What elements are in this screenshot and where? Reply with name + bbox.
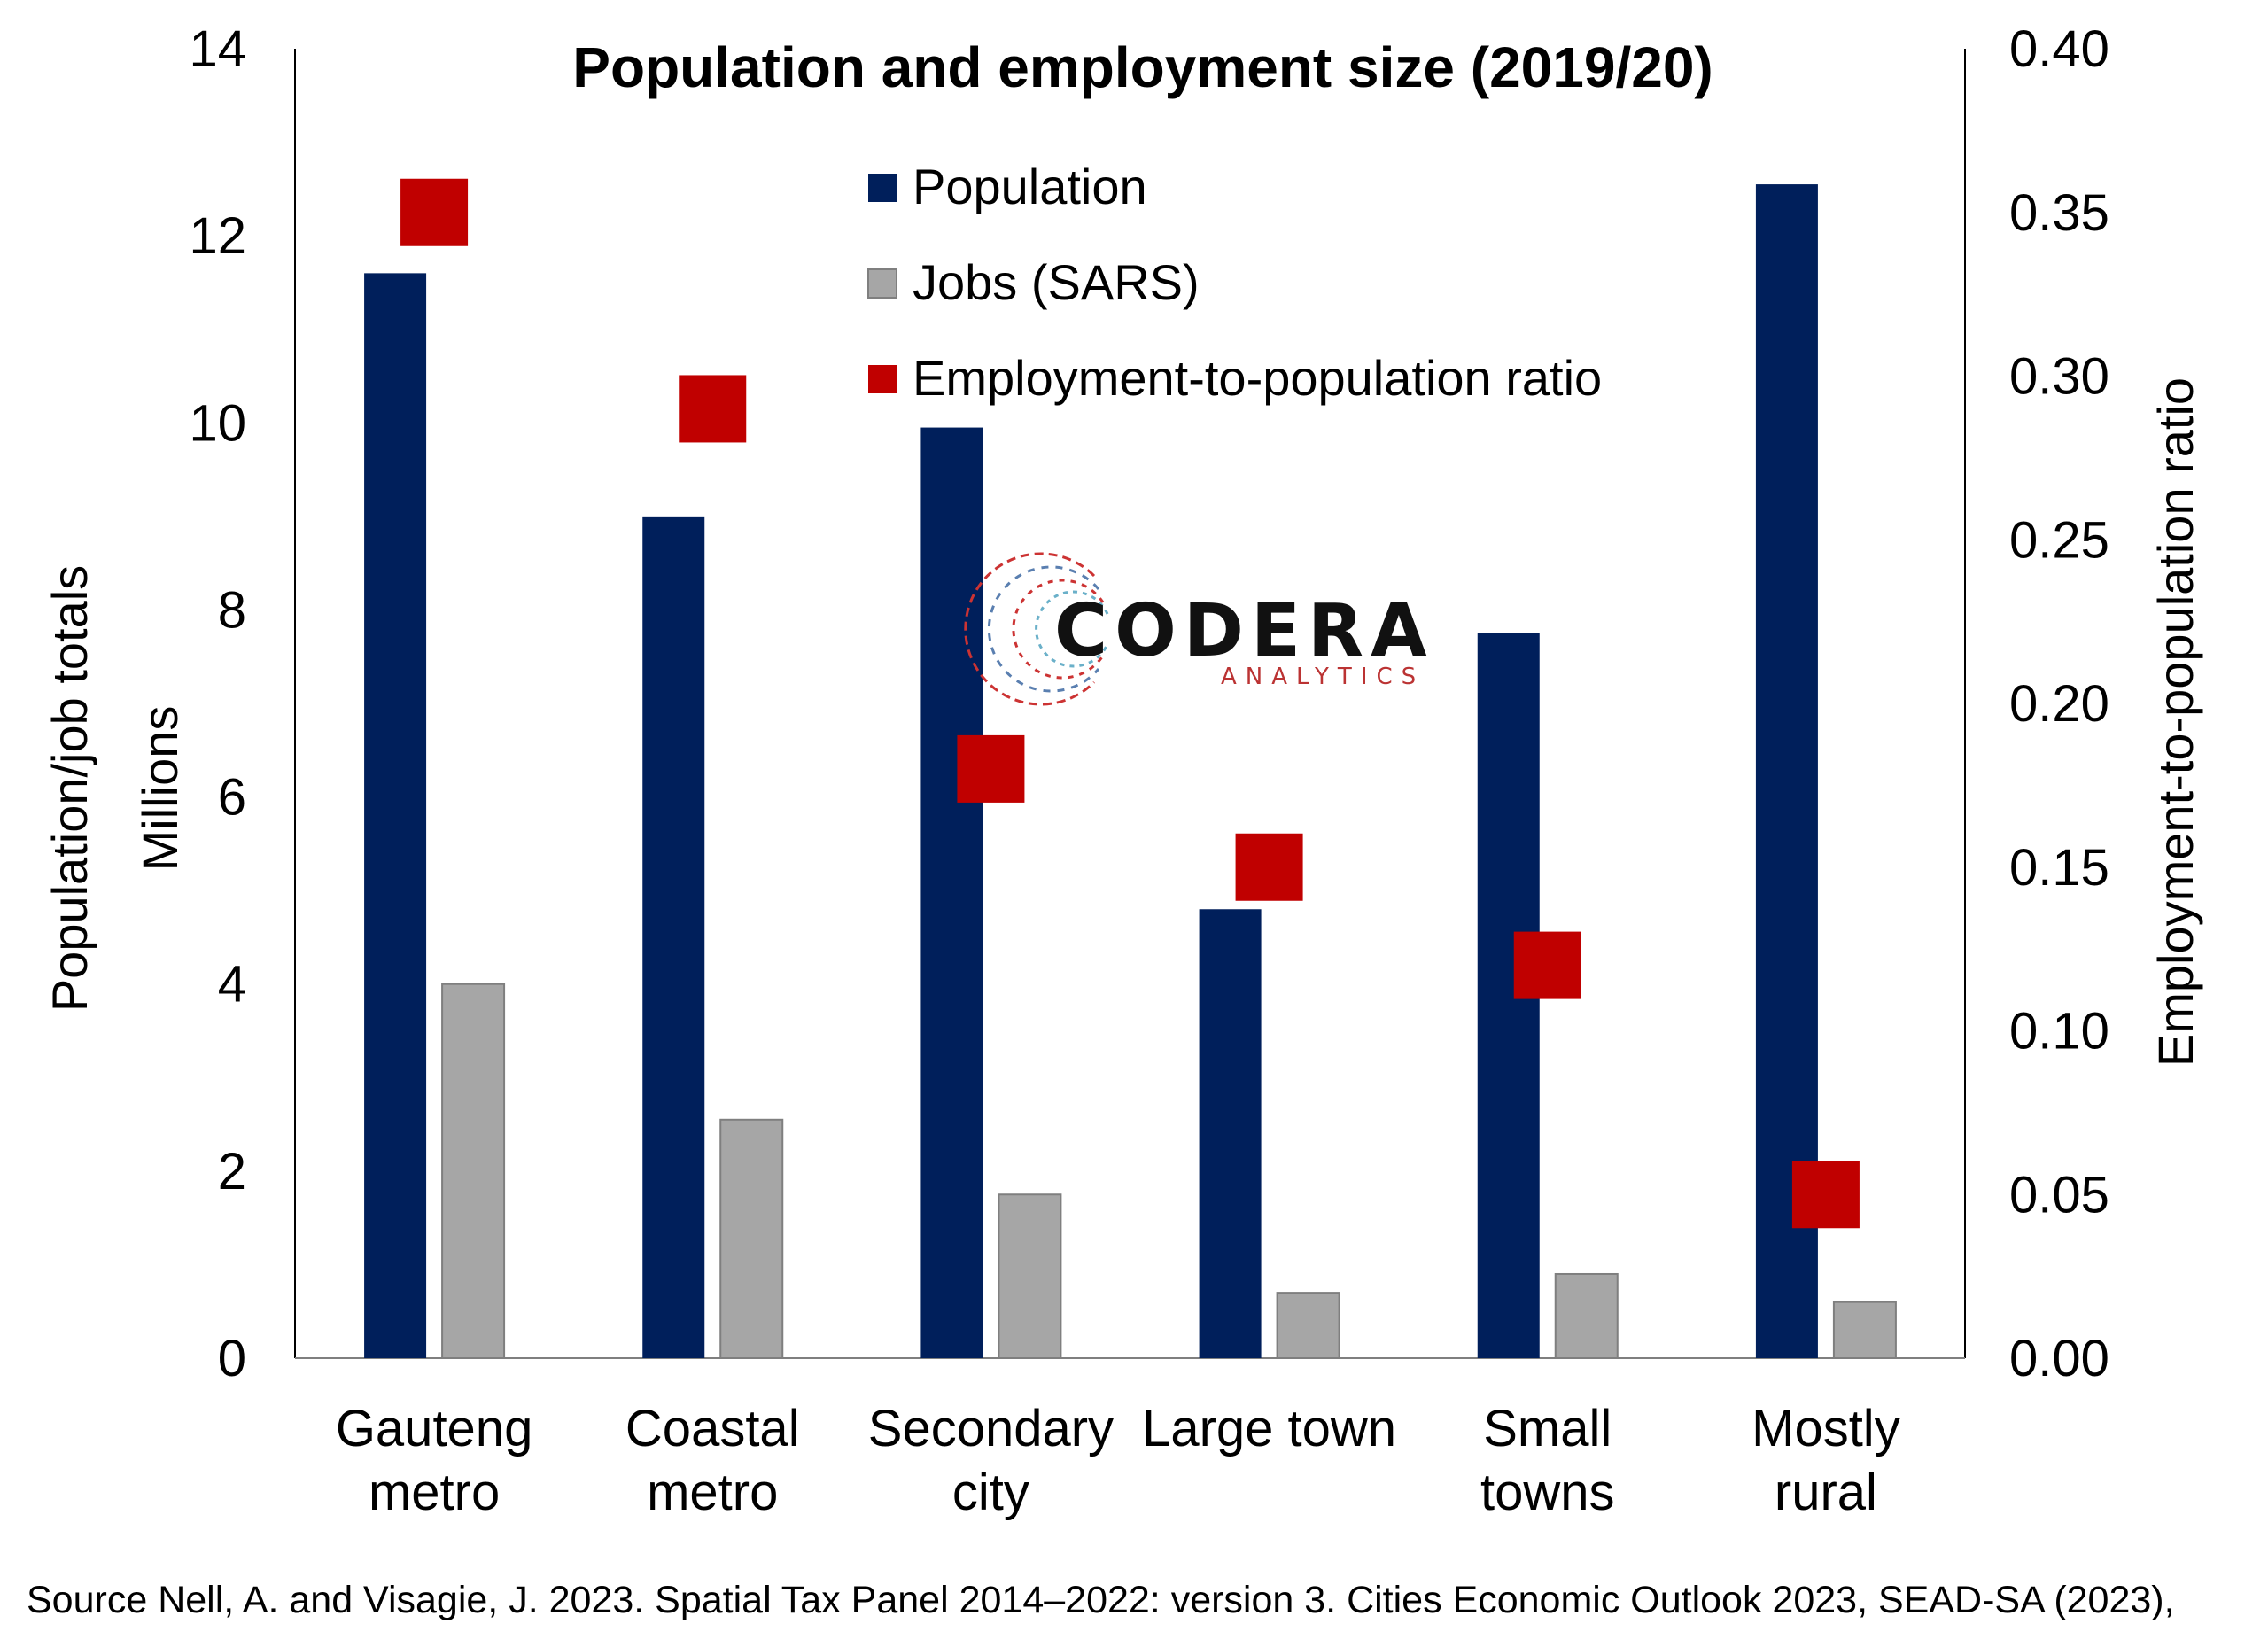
y-tick-left: 10	[189, 394, 246, 452]
legend-swatch-ratio	[868, 365, 897, 393]
category-label: rural	[1775, 1464, 1877, 1521]
jobs-bar	[1832, 1301, 1897, 1359]
logo-name: CODERA	[1054, 589, 1434, 673]
category-label: Small	[1483, 1400, 1612, 1457]
category-label: Large town	[1142, 1400, 1396, 1457]
y-tick-left: 4	[218, 956, 246, 1014]
logo-sub: ANALYTICS	[1221, 664, 1425, 690]
population-bar	[1199, 909, 1262, 1358]
category-labels: Gauteng metro Coastal metro Secondary city Lar…	[336, 1400, 1900, 1521]
ratio-marker	[679, 375, 747, 443]
tick-labels: 0 2 4 6 8 10 12 14 0.00 0.05 0.10 0.15 0.20 0.25 0.30 0…	[189, 20, 2109, 1387]
bars	[364, 184, 1897, 1359]
category-label: towns	[1480, 1464, 1615, 1521]
legend-label-ratio: Employment-to-population ratio	[913, 350, 1602, 406]
y-tick-right: 0.30	[2009, 348, 2109, 406]
legend-label-population: Population	[913, 159, 1147, 214]
jobs-bar	[1554, 1272, 1619, 1359]
y-axis-title-left: Population/job totals Millions	[42, 565, 188, 1012]
population-bar	[364, 273, 427, 1358]
y-tick-right: 0.25	[2009, 511, 2109, 569]
ratio-marker	[1235, 833, 1303, 901]
y-tick-right: 0.20	[2009, 675, 2109, 733]
y-tick-left: 6	[218, 769, 246, 827]
y-tick-left: 14	[189, 20, 246, 78]
legend: Population Jobs (SARS) Employment-to-pop…	[867, 159, 1602, 406]
codera-logo: CODERA ANALYTICS	[964, 552, 1434, 706]
legend-swatch-jobs	[867, 268, 897, 299]
y-tick-left: 8	[218, 581, 246, 639]
y-axis-title-left-line1: Population/job totals	[42, 565, 97, 1012]
category-label: Gauteng	[336, 1400, 533, 1457]
jobs-bar	[441, 983, 506, 1359]
y-tick-left: 0	[218, 1330, 246, 1387]
y-tick-right: 0.00	[2009, 1330, 2109, 1387]
y-tick-right: 0.15	[2009, 839, 2109, 897]
y-axis-title-right: Employment-to-population ratio	[2148, 377, 2203, 1067]
category-label: metro	[369, 1464, 500, 1521]
legend-swatch-population	[868, 174, 897, 202]
ratio-markers	[400, 178, 1860, 1229]
y-tick-left: 12	[189, 207, 246, 265]
category-label: Secondary	[868, 1400, 1114, 1457]
logo-mark-icon	[964, 552, 1109, 706]
y-tick-left: 2	[218, 1143, 246, 1200]
jobs-bar	[719, 1118, 784, 1359]
ratio-marker	[1791, 1161, 1860, 1229]
ratio-marker	[1513, 931, 1581, 999]
jobs-bar	[998, 1193, 1062, 1359]
population-bar	[920, 427, 983, 1358]
y-tick-right: 0.05	[2009, 1166, 2109, 1224]
chart-title: Population and employment size (2019/20)	[572, 35, 1713, 99]
category-label: Mostly	[1751, 1400, 1900, 1457]
y-axis-title-left-line2: Millions	[132, 706, 188, 872]
axes	[294, 49, 1966, 1359]
ratio-marker	[400, 178, 469, 246]
category-label: Coastal	[625, 1400, 800, 1457]
source-note: Source Nell, A. and Visagie, J. 2023. Sp…	[27, 1579, 2175, 1621]
y-tick-right: 0.10	[2009, 1003, 2109, 1060]
legend-label-jobs: Jobs (SARS)	[913, 254, 1200, 310]
category-label: metro	[647, 1464, 778, 1521]
ratio-marker	[957, 734, 1025, 803]
y-tick-right: 0.35	[2009, 184, 2109, 242]
population-bar	[642, 516, 705, 1358]
jobs-bar	[1276, 1292, 1340, 1359]
y-tick-right: 0.40	[2009, 20, 2109, 78]
category-label: city	[952, 1464, 1029, 1521]
